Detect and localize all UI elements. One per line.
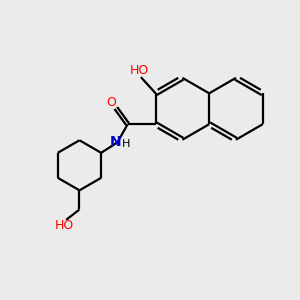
- Text: O: O: [106, 96, 116, 109]
- Text: HO: HO: [130, 64, 149, 77]
- Text: N: N: [110, 136, 122, 149]
- Text: H: H: [122, 139, 130, 149]
- Text: HO: HO: [55, 219, 74, 232]
